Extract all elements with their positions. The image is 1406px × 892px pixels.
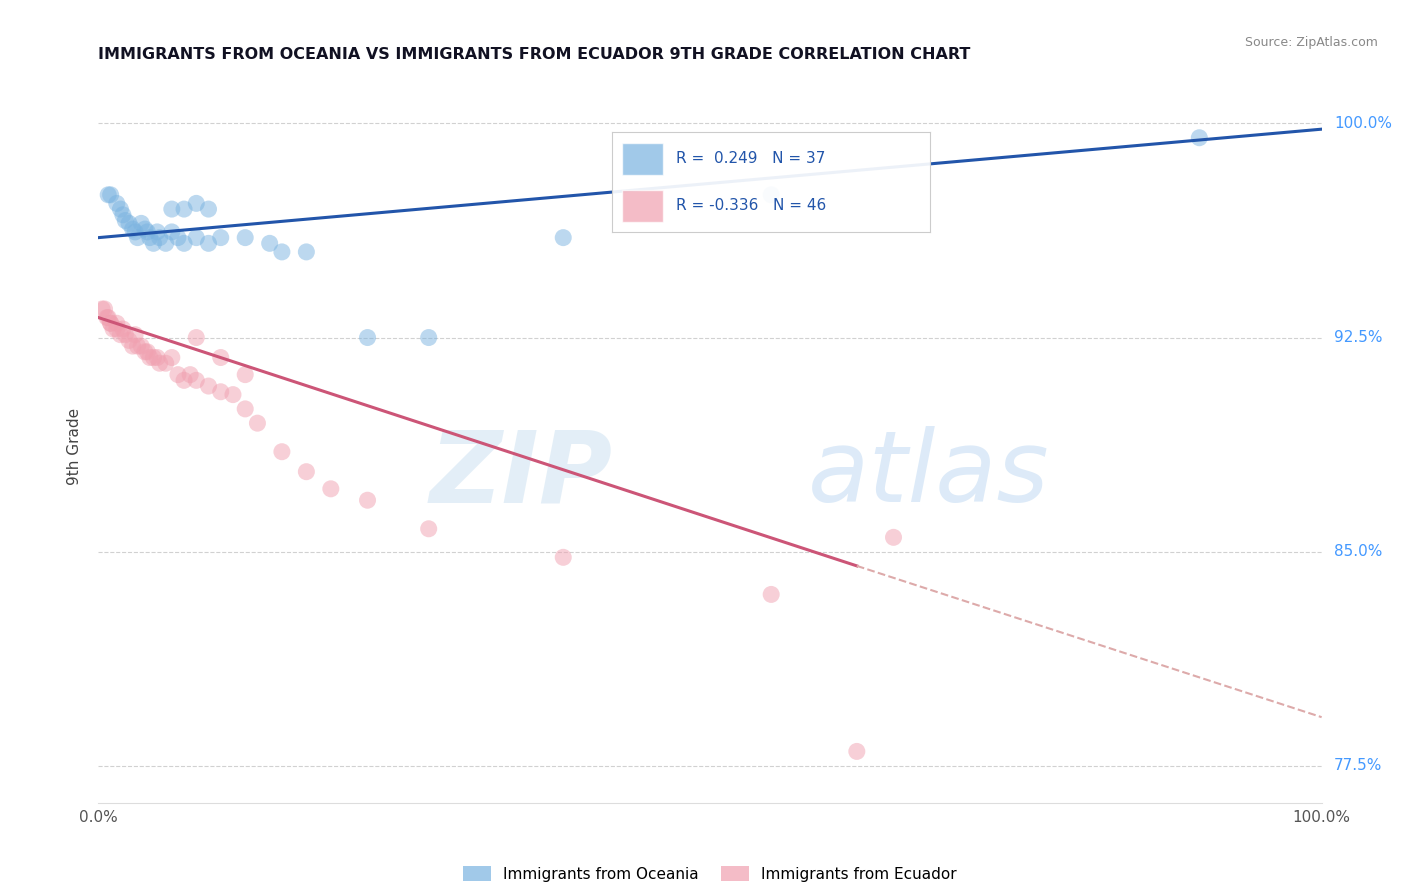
Point xyxy=(110,327,132,342)
Text: 100.0%: 100.0% xyxy=(1334,116,1392,131)
Point xyxy=(111,208,134,222)
Point xyxy=(93,301,115,316)
Point xyxy=(233,230,256,244)
Point xyxy=(146,225,169,239)
Point xyxy=(100,316,122,330)
Point xyxy=(155,356,177,370)
Point xyxy=(100,187,122,202)
Point xyxy=(233,401,256,416)
Point xyxy=(418,522,440,536)
Point xyxy=(105,196,128,211)
Point xyxy=(761,587,783,601)
Point xyxy=(121,339,143,353)
Point xyxy=(246,416,269,430)
Point xyxy=(233,368,256,382)
Text: 85.0%: 85.0% xyxy=(1334,544,1382,559)
Point xyxy=(295,244,318,259)
Point xyxy=(91,301,114,316)
Point xyxy=(118,334,141,348)
Point xyxy=(295,465,318,479)
Point xyxy=(124,327,146,342)
Point xyxy=(96,310,118,325)
Point xyxy=(134,222,156,236)
Point xyxy=(105,316,128,330)
Point xyxy=(127,339,149,353)
Text: Source: ZipAtlas.com: Source: ZipAtlas.com xyxy=(1244,36,1378,49)
Text: ZIP: ZIP xyxy=(429,426,612,523)
Point xyxy=(160,351,183,365)
Point xyxy=(209,351,232,365)
Point xyxy=(97,310,120,325)
Legend: Immigrants from Oceania, Immigrants from Ecuador: Immigrants from Oceania, Immigrants from… xyxy=(457,860,963,888)
Point xyxy=(319,482,342,496)
Point xyxy=(173,373,195,387)
Point xyxy=(167,368,190,382)
Point xyxy=(136,344,159,359)
Point xyxy=(845,744,868,758)
Text: R = -0.336   N = 46: R = -0.336 N = 46 xyxy=(676,198,827,213)
Point xyxy=(146,351,169,365)
Point xyxy=(173,202,195,216)
Point xyxy=(139,351,162,365)
Point xyxy=(114,213,136,227)
Point xyxy=(209,384,232,399)
Point xyxy=(356,493,378,508)
Point xyxy=(134,344,156,359)
Point xyxy=(553,230,575,244)
Point xyxy=(155,236,177,251)
Point xyxy=(197,202,219,216)
Point xyxy=(97,187,120,202)
Point xyxy=(186,230,208,244)
Point xyxy=(160,202,183,216)
Point xyxy=(179,368,201,382)
Point xyxy=(121,222,143,236)
Text: 92.5%: 92.5% xyxy=(1334,330,1382,345)
Point xyxy=(124,225,146,239)
Point xyxy=(1188,130,1211,145)
Point xyxy=(100,316,122,330)
Point xyxy=(197,379,219,393)
Point xyxy=(118,216,141,230)
Point xyxy=(270,444,294,458)
Point xyxy=(270,244,294,259)
Point xyxy=(127,230,149,244)
Point xyxy=(553,550,575,565)
Text: R =  0.249   N = 37: R = 0.249 N = 37 xyxy=(676,152,825,167)
Point xyxy=(110,202,132,216)
Point xyxy=(167,230,190,244)
Point xyxy=(105,322,128,336)
Point xyxy=(160,225,183,239)
Point xyxy=(418,330,440,344)
Point xyxy=(761,187,783,202)
Point xyxy=(136,225,159,239)
Point xyxy=(142,236,165,251)
Point xyxy=(173,236,195,251)
Point xyxy=(111,322,134,336)
Point xyxy=(129,216,152,230)
Point xyxy=(149,356,172,370)
Text: IMMIGRANTS FROM OCEANIA VS IMMIGRANTS FROM ECUADOR 9TH GRADE CORRELATION CHART: IMMIGRANTS FROM OCEANIA VS IMMIGRANTS FR… xyxy=(98,47,970,62)
Y-axis label: 9th Grade: 9th Grade xyxy=(67,408,83,484)
Point xyxy=(883,530,905,544)
Point xyxy=(149,230,172,244)
Text: 77.5%: 77.5% xyxy=(1334,758,1382,773)
FancyBboxPatch shape xyxy=(621,190,664,222)
Point xyxy=(356,330,378,344)
Point xyxy=(197,236,219,251)
Point xyxy=(142,351,165,365)
Point xyxy=(259,236,281,251)
Point xyxy=(209,230,232,244)
Point xyxy=(186,373,208,387)
Point xyxy=(101,322,124,336)
Point xyxy=(186,196,208,211)
FancyBboxPatch shape xyxy=(621,143,664,175)
Point xyxy=(222,387,245,401)
Point xyxy=(129,339,152,353)
Text: atlas: atlas xyxy=(808,426,1049,523)
Point xyxy=(139,230,162,244)
Point xyxy=(114,327,136,342)
Point xyxy=(186,330,208,344)
